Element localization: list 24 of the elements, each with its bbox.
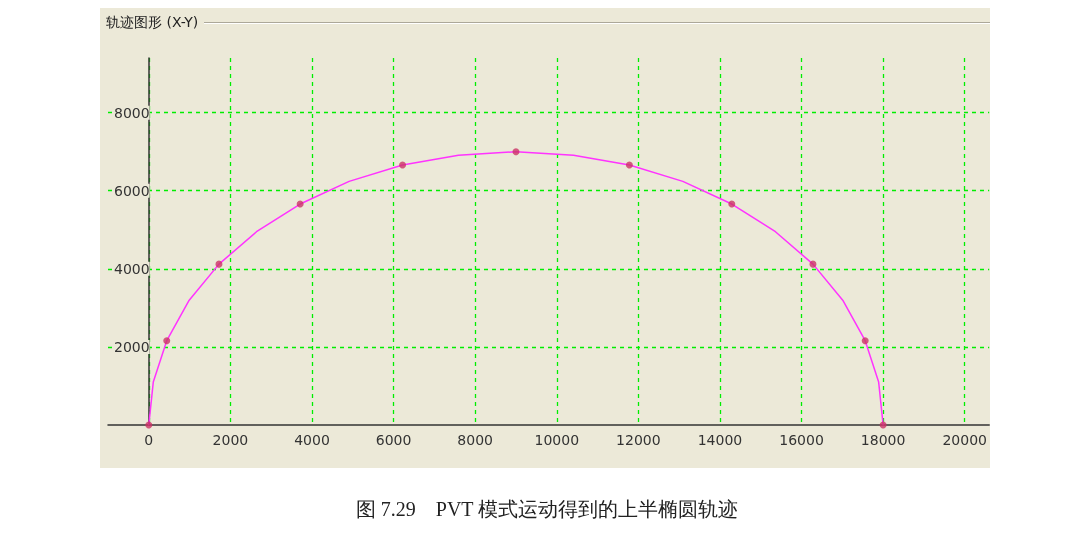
y-tick-label: 4000 — [114, 260, 150, 277]
point — [861, 337, 869, 345]
x-tick-label: 18000 — [860, 432, 906, 448]
point — [625, 161, 633, 169]
x-tick-label: 2000 — [212, 432, 249, 448]
point — [163, 337, 171, 345]
caption: 图 7.29 PVT 模式运动得到的上半椭圆轨迹 — [354, 497, 740, 522]
x-tick-label: 20000 — [942, 432, 988, 448]
x-tick-label: 12000 — [616, 432, 661, 448]
y-tick-label: 6000 — [114, 182, 150, 199]
x-tick-label: 8000 — [457, 432, 493, 448]
x-tick-label: 0 — [144, 432, 154, 448]
chart-title: 轨迹图形 (X-Y) — [106, 14, 200, 32]
x-tick-label: 4000 — [294, 432, 330, 448]
y-tick-label: 2000 — [114, 338, 150, 355]
point — [512, 148, 520, 156]
x-tick-label: 14000 — [697, 432, 743, 448]
point — [399, 161, 407, 169]
point — [145, 421, 153, 429]
x-tick-label: 6000 — [375, 432, 412, 448]
y-tick-label: 8000 — [114, 104, 150, 121]
x-tick-label: 10000 — [534, 432, 580, 448]
x-tick-label: 16000 — [779, 432, 824, 448]
point — [728, 200, 736, 208]
